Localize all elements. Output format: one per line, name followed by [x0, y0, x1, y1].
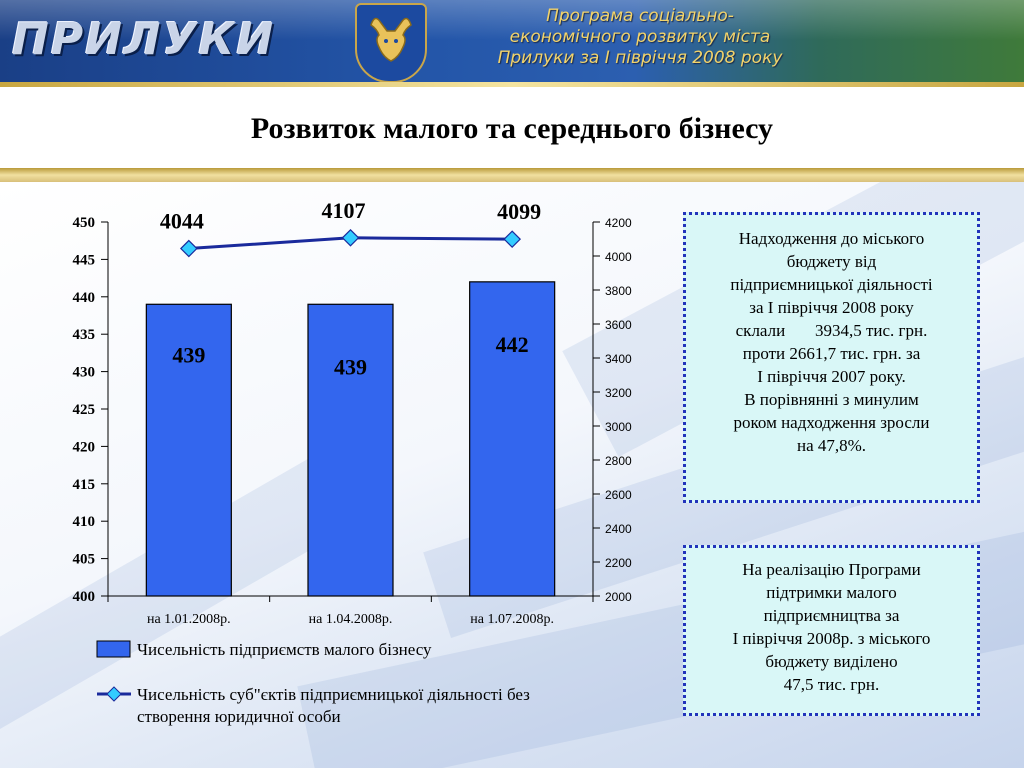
right-tick-label: 3600: [605, 318, 632, 332]
coat-of-arms-icon: [355, 3, 427, 82]
note-line: підприємництва за: [763, 606, 900, 625]
note-line: бюджету від: [786, 252, 877, 271]
line-series: [179, 228, 522, 258]
bar-value-label: 439: [334, 354, 367, 379]
right-tick-label: 3200: [605, 386, 632, 400]
legend-bar-swatch: [96, 640, 131, 658]
left-tick-label: 450: [73, 215, 96, 231]
right-tick-label: 2800: [605, 454, 632, 468]
data-labels: 439 439 442 4044 4107 4099: [160, 198, 541, 379]
right-tick-label: 2600: [605, 488, 632, 502]
left-tick-label: 435: [73, 327, 96, 343]
note-line: І півріччя 2007 року.: [757, 367, 906, 386]
city-logo-text: ПРИЛУКИ: [12, 14, 276, 65]
legend-bar-label: Чисельність підприємств малого бізнесу: [137, 640, 432, 659]
note-line: На реалізацію Програми: [742, 560, 921, 579]
note-line: роком надходження зросли: [733, 413, 930, 432]
left-tick-label: 430: [73, 365, 96, 381]
chart-legend: Чисельність підприємств малого бізнесу Чи…: [96, 640, 530, 726]
chart-axes: 400 405 410 415 420 425 430 435 440 445 450 2000 220…: [73, 215, 633, 627]
line-value-label: 4107: [322, 198, 366, 223]
program-funding-note: На реалізацію Програми підтримки малого …: [683, 545, 980, 716]
right-tick-label: 4000: [605, 250, 632, 264]
program-title-line: економічного розвитку міста: [509, 27, 771, 47]
note-line: на 47,8%.: [796, 436, 867, 455]
note-line: підтримки малого: [766, 583, 897, 602]
note-line: І півріччя 2008р. з міського: [732, 629, 931, 648]
bar-value-label: 442: [496, 332, 529, 357]
right-tick-label: 3800: [605, 284, 632, 298]
left-tick-label: 445: [73, 252, 96, 268]
budget-revenue-note: Надходження до міського бюджету від підп…: [683, 212, 980, 503]
bar-value-label: 439: [172, 342, 205, 367]
banner-divider: [0, 82, 1024, 87]
right-tick-label: 4200: [605, 216, 632, 230]
note-line: за І півріччя 2008 року: [749, 298, 914, 317]
bar: [307, 303, 394, 597]
x-tick-label: на 1.04.2008р.: [309, 612, 393, 627]
right-tick-label: 2400: [605, 522, 632, 536]
left-tick-label: 400: [73, 589, 96, 605]
business-chart: 400 405 410 415 420 425 430 435 440 445 450 2000 220…: [73, 198, 633, 726]
legend-line-label: Чисельність суб"єктів підприємницької ді…: [137, 685, 530, 704]
line-marker: [341, 228, 360, 247]
x-tick-label: на 1.01.2008р.: [147, 612, 231, 627]
line-value-label: 4099: [497, 199, 541, 224]
line-marker: [503, 230, 522, 249]
program-title-line: Програма соціально-: [546, 6, 734, 26]
program-title: Програма соціально- економічного розвитк…: [440, 6, 840, 69]
left-tick-label: 425: [73, 402, 96, 418]
note-line: бюджету виділено: [765, 652, 898, 671]
program-title-line: Прилуки за І півріччя 2008 року: [497, 48, 783, 68]
line-value-label: 4044: [160, 209, 204, 234]
right-tick-label: 3400: [605, 352, 632, 366]
banner-gloss: [0, 0, 1024, 40]
bar: [145, 303, 232, 597]
right-tick-label: 3000: [605, 420, 632, 434]
right-tick-label: 2200: [605, 556, 632, 570]
bar: [469, 281, 556, 597]
legend-line-marker: [106, 686, 122, 702]
note-line: В порівнянні з минулим: [744, 390, 919, 409]
left-tick-label: 415: [73, 477, 96, 493]
legend-line-label: створення юридичної особи: [137, 707, 341, 726]
title-divider: [0, 168, 1024, 182]
header-banner: ПРИЛУКИ Програма соціально- економічного…: [0, 0, 1024, 82]
right-tick-label: 2000: [605, 590, 632, 604]
bar-series: [145, 281, 556, 597]
page-title: Розвиток малого та середнього бізнесу: [250, 112, 774, 145]
note-line: 47,5 тис. грн.: [783, 675, 880, 694]
left-tick-label: 440: [73, 290, 96, 306]
left-tick-label: 420: [73, 439, 96, 455]
note-line: Надходження до міського: [738, 229, 925, 248]
left-tick-label: 405: [73, 552, 96, 568]
line-marker: [179, 239, 198, 258]
note-line: склали 3934,5 тис. грн.: [735, 321, 928, 340]
x-tick-label: на 1.07.2008р.: [470, 612, 554, 627]
note-line: проти 2661,7 тис. грн. за: [742, 344, 921, 363]
note-line: підприємницької діяльності: [730, 275, 933, 294]
left-tick-label: 410: [73, 514, 96, 530]
